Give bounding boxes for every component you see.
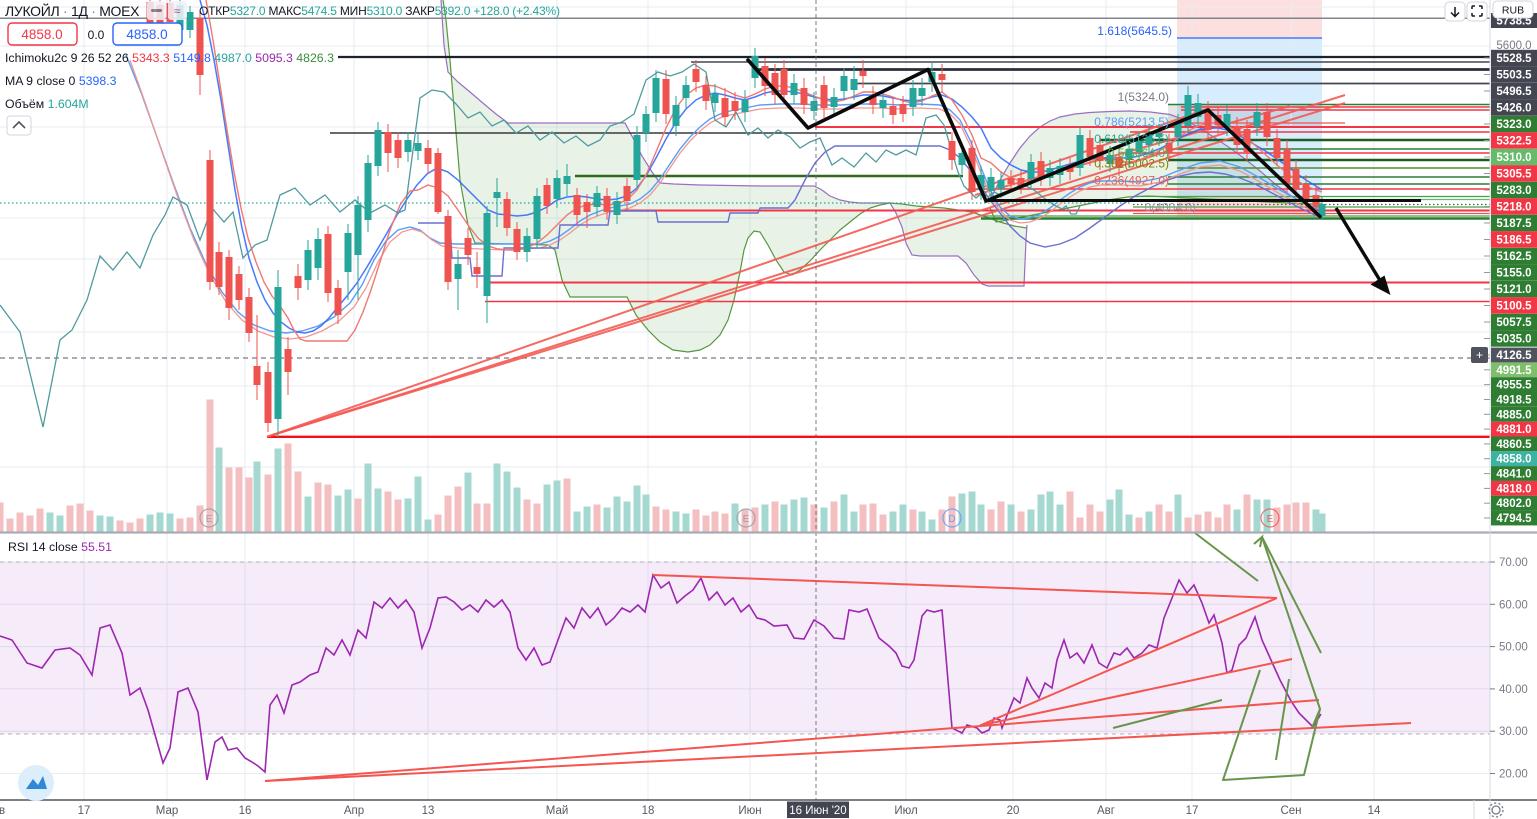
svg-text:0.786(5213.5): 0.786(5213.5) bbox=[1094, 115, 1169, 129]
svg-text:5310.0: 5310.0 bbox=[1496, 152, 1531, 164]
svg-text:0.618(5125.5): 0.618(5125.5) bbox=[1094, 132, 1169, 146]
svg-text:RSI 14 close 55.51: RSI 14 close 55.51 bbox=[8, 540, 112, 554]
svg-text:1(5324.0): 1(5324.0) bbox=[1118, 90, 1169, 104]
svg-text:40.00: 40.00 bbox=[1499, 684, 1528, 696]
svg-text:5057.5: 5057.5 bbox=[1496, 317, 1532, 329]
svg-text:5121.0: 5121.0 bbox=[1496, 284, 1531, 296]
svg-text:5528.5: 5528.5 bbox=[1496, 53, 1532, 65]
svg-text:5186.5: 5186.5 bbox=[1496, 235, 1532, 247]
svg-text:16: 16 bbox=[239, 805, 252, 817]
svg-text:Ichimoku2c 9 26 52 26 5343.3: Ichimoku2c 9 26 52 26 5343.3 5149.8 4987… bbox=[5, 51, 334, 65]
svg-text:5100.5: 5100.5 bbox=[1496, 301, 1532, 313]
svg-text:5503.5: 5503.5 bbox=[1496, 70, 1532, 82]
svg-text:4858.0: 4858.0 bbox=[21, 27, 62, 42]
svg-text:0.382(5002.5): 0.382(5002.5) bbox=[1094, 157, 1169, 171]
svg-text:5283.0: 5283.0 bbox=[1496, 185, 1531, 197]
svg-text:ОТКР5327.0 МАКС5474.5 МИН5310.: ОТКР5327.0 МАКС5474.5 МИН5310.0 ЗАКР5392… bbox=[199, 4, 560, 18]
svg-text:5305.5: 5305.5 bbox=[1496, 169, 1532, 181]
svg-text:5162.5: 5162.5 bbox=[1496, 251, 1532, 263]
svg-text:4858.0: 4858.0 bbox=[126, 27, 167, 42]
svg-text:Апр: Апр bbox=[344, 805, 364, 817]
svg-text:D: D bbox=[948, 514, 955, 525]
svg-text:20.00: 20.00 bbox=[1499, 769, 1528, 781]
svg-text:4794.5: 4794.5 bbox=[1496, 513, 1532, 525]
svg-text:5035.0: 5035.0 bbox=[1496, 334, 1531, 346]
svg-text:5496.5: 5496.5 bbox=[1496, 86, 1532, 98]
svg-text:в: в bbox=[0, 805, 5, 817]
svg-text:4126.5: 4126.5 bbox=[1496, 350, 1532, 362]
svg-text:Июл: Июл bbox=[894, 805, 917, 817]
svg-text:20: 20 bbox=[1007, 805, 1020, 817]
svg-text:5323.0: 5323.0 bbox=[1496, 119, 1531, 131]
svg-text:5218.0: 5218.0 bbox=[1496, 202, 1531, 214]
svg-text:≈: ≈ bbox=[174, 4, 181, 18]
svg-text:16 Июн '20: 16 Июн '20 bbox=[789, 805, 846, 817]
svg-text:E: E bbox=[1267, 514, 1274, 525]
svg-text:14: 14 bbox=[1368, 805, 1381, 817]
svg-text:18: 18 bbox=[642, 805, 655, 817]
svg-text:4918.5: 4918.5 bbox=[1496, 395, 1532, 407]
svg-text:50.00: 50.00 bbox=[1499, 642, 1528, 654]
svg-text:RUB: RUB bbox=[1502, 5, 1524, 17]
svg-text:17: 17 bbox=[1186, 805, 1199, 817]
svg-text:4885.0: 4885.0 bbox=[1496, 409, 1531, 421]
svg-text:E: E bbox=[206, 514, 213, 525]
svg-text:4881.0: 4881.0 bbox=[1496, 424, 1531, 436]
svg-text:1.618(5645.5): 1.618(5645.5) bbox=[1097, 24, 1172, 38]
svg-text:E: E bbox=[743, 514, 750, 525]
svg-text:0.236(4927.0): 0.236(4927.0) bbox=[1094, 174, 1169, 188]
svg-text:Июн: Июн bbox=[738, 805, 761, 817]
svg-text:MA 9 close 0 5398.3: MA 9 close 0 5398.3 bbox=[5, 74, 117, 88]
svg-text:4802.0: 4802.0 bbox=[1496, 498, 1531, 510]
svg-text:+: + bbox=[1476, 348, 1483, 362]
svg-text:0.5(5064.0): 0.5(5064.0) bbox=[1108, 146, 1169, 160]
svg-text:5155.0: 5155.0 bbox=[1496, 268, 1531, 280]
svg-text:70.00: 70.00 bbox=[1499, 557, 1528, 569]
svg-text:ЛУКОЙЛ · 1Д · MOEX: ЛУКОЙЛ · 1Д · MOEX bbox=[5, 2, 140, 19]
svg-text:17: 17 bbox=[78, 805, 91, 817]
svg-text:5426.0: 5426.0 bbox=[1496, 103, 1531, 115]
svg-text:4841.0: 4841.0 bbox=[1496, 469, 1531, 481]
svg-text:13: 13 bbox=[422, 805, 435, 817]
svg-text:5322.5: 5322.5 bbox=[1496, 136, 1532, 148]
svg-text:5187.5: 5187.5 bbox=[1496, 218, 1532, 230]
svg-text:30.00: 30.00 bbox=[1499, 726, 1528, 738]
svg-text:Объём 1.604M: Объём 1.604M bbox=[5, 97, 89, 111]
svg-text:Мар: Мар bbox=[156, 805, 179, 817]
svg-text:4818.0: 4818.0 bbox=[1496, 483, 1531, 495]
svg-text:4955.5: 4955.5 bbox=[1496, 380, 1532, 392]
svg-text:4860.5: 4860.5 bbox=[1496, 439, 1532, 451]
svg-text:Май: Май bbox=[546, 805, 569, 817]
svg-text:60.00: 60.00 bbox=[1499, 599, 1528, 611]
svg-text:Сен: Сен bbox=[1280, 805, 1301, 817]
svg-text:4991.5: 4991.5 bbox=[1496, 365, 1532, 377]
svg-text:4858.0: 4858.0 bbox=[1496, 454, 1531, 466]
svg-text:Авг: Авг bbox=[1097, 805, 1115, 817]
svg-text:0(4804.0): 0(4804.0) bbox=[1145, 201, 1196, 215]
svg-text:5600.0: 5600.0 bbox=[1496, 40, 1531, 52]
svg-text:0.0: 0.0 bbox=[88, 28, 105, 42]
